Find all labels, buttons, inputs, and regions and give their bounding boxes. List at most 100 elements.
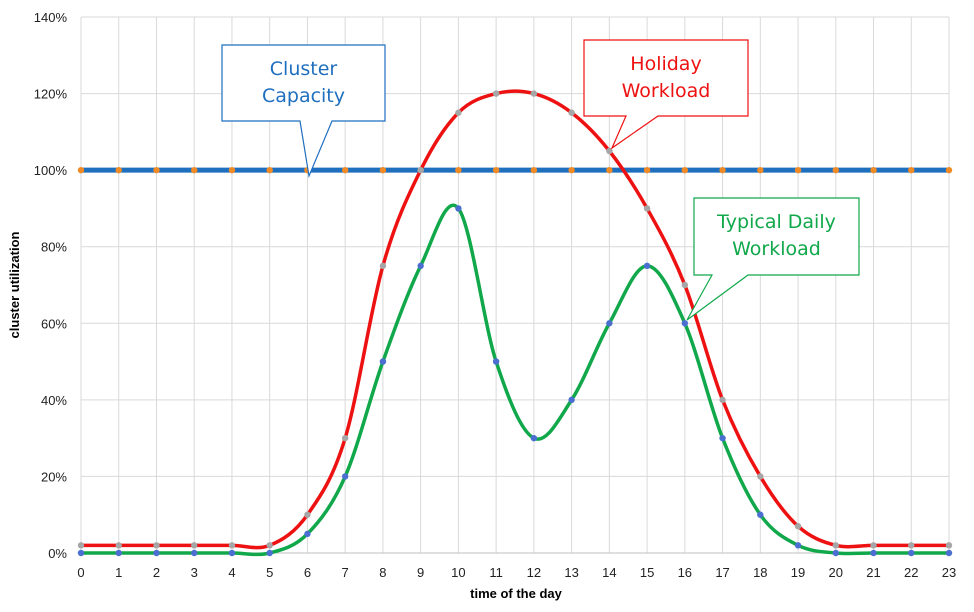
y-tick-label: 80% [41,240,67,255]
x-tick-label: 23 [942,565,956,580]
data-point-capacity [908,166,915,174]
data-point-holiday-workload [266,542,273,549]
callout-box [221,44,386,179]
x-tick-label: 20 [829,565,843,580]
data-point-holiday-workload [945,542,953,549]
data-point-typical-daily-workload [832,549,839,557]
data-point-holiday-workload [719,396,726,404]
data-point-typical-daily-workload [266,549,273,557]
data-point-capacity [870,166,877,174]
data-point-typical-daily-workload [304,530,311,538]
data-point-capacity [681,166,689,174]
data-point-capacity [568,166,575,174]
x-tick-label: 4 [228,565,235,580]
data-point-typical-daily-workload [643,262,651,270]
data-point-holiday-workload [568,109,575,116]
data-point-capacity [341,166,349,174]
x-tick-label: 14 [602,565,616,580]
y-tick-label: 20% [41,469,67,484]
x-tick-label: 8 [379,565,386,580]
data-point-capacity [832,166,839,174]
data-point-holiday-workload [492,90,500,97]
y-tick-label: 0% [48,546,67,561]
data-point-holiday-workload [681,281,689,289]
data-point-holiday-workload [341,434,349,442]
y-tick-label: 40% [41,393,67,408]
callout-box [583,39,749,150]
callout-text-line: Workload [732,238,821,260]
callout-holiday-workload: Holiday Workload [583,39,749,150]
data-point-holiday-workload [191,542,198,549]
callout-text-line: Cluster [270,58,338,80]
x-tick-label: 12 [527,565,541,580]
data-point-typical-daily-workload [794,542,802,549]
data-point-holiday-workload [455,109,462,116]
data-point-typical-daily-workload [870,549,877,557]
x-tick-label: 1 [115,565,122,580]
data-point-typical-daily-workload [568,396,575,404]
data-point-typical-daily-workload [153,549,160,557]
data-point-holiday-workload [908,542,915,549]
x-tick-label: 21 [866,565,880,580]
x-tick-label: 16 [678,565,692,580]
data-point-typical-daily-workload [681,320,689,327]
data-point-typical-daily-workload [719,434,726,442]
data-point-capacity [455,166,462,174]
data-point-typical-daily-workload [417,262,424,270]
data-point-holiday-workload [304,511,311,518]
x-tick-label: 19 [791,565,805,580]
data-point-typical-daily-workload [757,511,764,518]
x-tick-label: 0 [77,565,84,580]
data-point-holiday-workload [379,262,387,270]
y-tick-label: 140% [34,10,68,25]
data-point-typical-daily-workload [455,205,462,212]
data-point-holiday-workload [794,523,802,530]
data-point-holiday-workload [417,166,424,174]
x-axis-ticks: 0 1 2 3 4 5 6 7 8 9 10 11 12 13 14 15 16 17 18 19 20 21 22 23 [77,565,956,580]
y-tick-label: 100% [34,163,68,178]
data-point-capacity [643,166,651,174]
callout-box [686,197,860,321]
series-line-typical-daily-workload [81,203,949,557]
data-point-holiday-workload [832,542,839,549]
data-point-holiday-workload [153,542,160,549]
data-point-typical-daily-workload [379,358,387,365]
data-point-typical-daily-workload [341,473,349,480]
callout-typical-daily-workload: Typical Daily Workload [686,197,860,321]
series-line-holiday-workload [81,89,949,550]
data-point-typical-daily-workload [492,358,500,365]
data-point-capacity [266,166,273,174]
x-tick-label: 3 [191,565,198,580]
data-point-holiday-workload [643,205,651,212]
x-tick-label: 22 [904,565,918,580]
x-tick-label: 7 [342,565,349,580]
x-tick-label: 2 [153,565,160,580]
data-point-capacity [379,166,387,174]
data-point-holiday-workload [77,542,85,549]
data-point-typical-daily-workload [606,320,613,327]
data-point-capacity [719,166,726,174]
data-point-capacity [757,166,764,174]
series-points [77,90,953,557]
x-tick-label: 6 [304,565,311,580]
data-point-typical-daily-workload [908,549,915,557]
y-tick-label: 60% [41,316,67,331]
data-point-capacity [530,166,538,174]
data-point-typical-daily-workload [228,549,236,557]
data-point-capacity [228,166,236,174]
y-tick-label: 120% [34,87,68,102]
data-point-holiday-workload [757,473,764,480]
x-tick-label: 5 [266,565,273,580]
x-axis-label: time of the day [470,586,563,601]
data-point-capacity [153,166,160,174]
callout-text-line: Capacity [262,85,345,107]
data-point-holiday-workload [870,542,877,549]
y-axis-ticks: 0% 20% 40% 60% 80% 100% 120% 140% [34,10,68,561]
data-point-typical-daily-workload [191,549,198,557]
data-point-capacity [492,166,500,174]
x-tick-label: 10 [451,565,465,580]
data-point-holiday-workload [115,542,122,549]
callout-text-line: Workload [622,80,711,102]
